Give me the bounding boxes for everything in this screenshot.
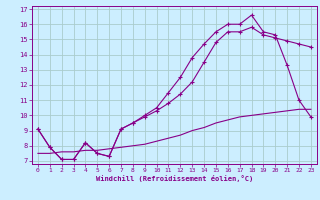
X-axis label: Windchill (Refroidissement éolien,°C): Windchill (Refroidissement éolien,°C) <box>96 175 253 182</box>
